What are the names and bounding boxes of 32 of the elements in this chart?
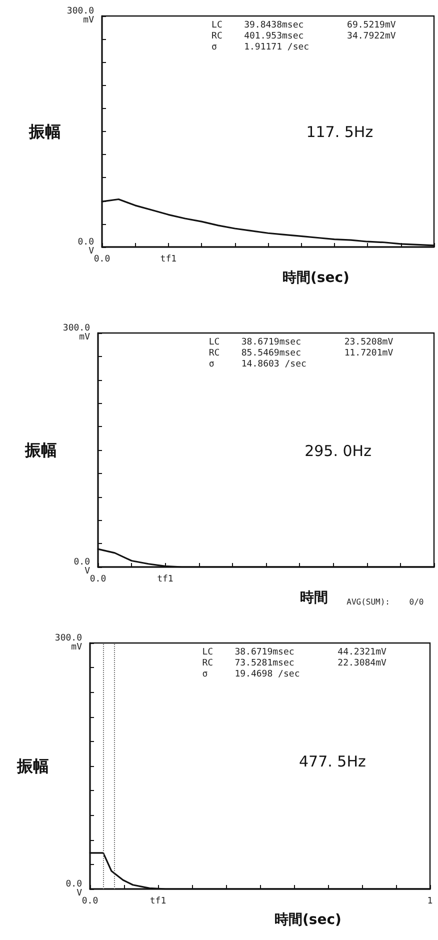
- y-tick-label: 300.0 mV: [66, 6, 95, 26]
- text: 295. 0Hz: [304, 442, 372, 460]
- x-axis-title: 時間: [300, 590, 328, 606]
- x-tick-label: tf1: [157, 574, 174, 584]
- annotation: LC 38.6719msec 44.2321mV: [202, 648, 388, 658]
- x-tick-label: 0.0: [82, 896, 98, 906]
- x-tick-label: tf1: [160, 254, 177, 264]
- y-tick-label: 0.0 V: [74, 558, 91, 576]
- annotation: LC 39.8438msec 69.5219mV: [212, 20, 396, 30]
- text: AVG(SUM): 0/0: [346, 598, 424, 606]
- annotation: RC 73.5281msec 22.3084mV: [202, 658, 388, 668]
- x-axis-title: 時間(sec): [274, 912, 342, 928]
- x-tick-label: 1: [427, 896, 433, 906]
- annotation: RC 85.5469msec 11.7201mV: [208, 348, 394, 358]
- annotation: σ 1.91171 /sec: [212, 42, 310, 52]
- y-tick-label: 0.0 V: [78, 238, 95, 256]
- y-axis-title: 振幅: [16, 756, 50, 776]
- x-axis-title: 時間(sec): [282, 270, 350, 286]
- text: 477. 5Hz: [299, 752, 366, 770]
- text: 117. 5Hz: [306, 123, 374, 142]
- y-tick-label: 0.0 V: [66, 880, 83, 898]
- y-axis-title: 振幅: [24, 440, 58, 460]
- annotation: LC 38.6719msec 23.5208mV: [208, 338, 394, 348]
- annotation: σ 14.8603 /sec: [208, 360, 306, 370]
- y-axis-title: 振幅: [28, 122, 62, 141]
- x-tick-label: tf1: [150, 896, 166, 906]
- annotation: σ 19.4698 /sec: [202, 670, 300, 680]
- x-tick-label: 0.0: [94, 254, 110, 264]
- y-tick-label: 300.0 mV: [62, 324, 91, 342]
- x-tick-label: 0.0: [90, 574, 106, 584]
- annotation: RC 401.953msec 34.7922mV: [212, 32, 396, 42]
- y-tick-label: 300.0 mV: [54, 634, 83, 652]
